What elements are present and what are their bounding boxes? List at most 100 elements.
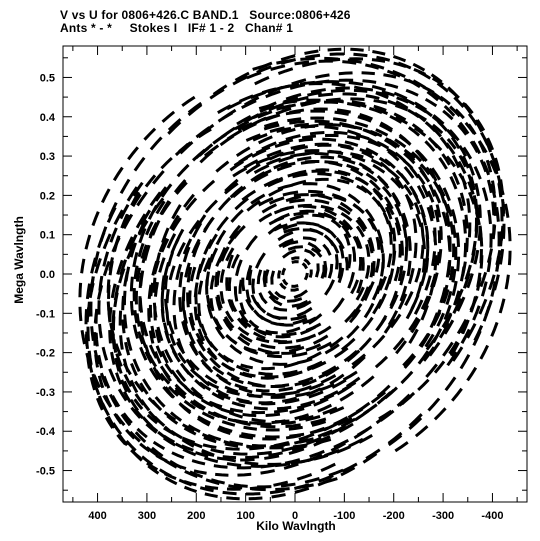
uv-track-dash [474,119,484,133]
uv-track-dash [416,185,426,200]
uv-points-layer [78,47,512,501]
uv-track-dash [185,358,196,372]
uv-track-dash [480,281,488,297]
uv-track-dash [274,383,290,388]
uv-track-dash [205,478,220,486]
uv-track-dash [239,332,253,343]
uv-track-dash [268,216,285,226]
uv-track-dash [476,272,482,288]
uv-track-dash [365,63,380,70]
y-tick-label: 0.2 [40,190,55,202]
uv-track-dash [443,304,452,321]
uv-track-dash [199,123,215,137]
uv-track-dash [107,308,112,323]
uv-track-dash [317,172,332,177]
uv-track-dash [216,216,229,232]
uv-track-dash [110,351,116,365]
uv-track-dash [448,340,459,355]
uv-track-dash [252,63,268,71]
uv-track-dash [346,325,360,339]
uv-track-dash [174,388,187,400]
uv-track-dash [258,212,273,223]
uv-track-dash [183,399,196,410]
uv-track-dash [160,200,172,216]
uv-track-dash [265,157,282,166]
uv-track-dash [301,378,317,387]
uv-track-dash [477,140,488,154]
uv-track-dash [183,426,197,436]
y-axis-label: Mega Wavlngth [12,216,26,304]
uv-track-dash [451,224,457,239]
uv-track-dash [97,231,106,249]
x-tick-label: -400 [481,510,503,522]
uv-track-dash [318,474,334,483]
uv-track-dash [363,302,375,319]
uv-track-dash [449,221,455,235]
uv-track-dash [299,80,315,86]
uv-track-dash [449,341,460,357]
uv-track-dash [238,434,254,440]
uv-track-dash [115,353,123,367]
uv-track-dash [324,448,340,458]
uv-track-dash [342,370,358,382]
uv-track-dash [149,367,160,381]
uv-track-dash [413,242,418,259]
uv-track-dash [187,331,196,345]
uv-track-dash [361,316,374,332]
uv-track-dash [119,259,128,276]
uv-track-dash [400,391,416,406]
x-tick-label: 0 [292,510,298,522]
uv-track-dash [373,99,388,105]
uv-track-dash [433,407,447,421]
uv-track-dash [138,227,147,244]
uv-track-dash [224,178,239,193]
uv-track-dash [267,290,280,301]
uv-track-dash [233,418,248,425]
uv-track-dash [364,208,376,222]
uv-track-dash [164,348,174,363]
uv-track-dash [226,462,242,467]
uv-track-dash [84,334,89,350]
uv-track-dash [203,456,219,464]
uv-track-dash [415,213,423,228]
uv-track-dash [188,219,201,235]
uv-track-dash [308,269,313,278]
uv-track-dash [160,238,170,253]
uv-track-dash [290,314,307,321]
uv-track-dash [178,271,184,288]
uv-track-dash [293,211,309,217]
uv-track-dash [175,181,188,195]
uv-track-dash [168,265,176,281]
uv-track-dash [139,270,145,287]
uv-track-dash [129,276,134,292]
uv-track-dash [257,110,273,119]
uv-track-dash [418,204,426,218]
uv-track-dash [152,440,166,451]
uv-track-dash [296,300,312,310]
uv-track-dash [171,350,181,363]
uv-track-dash [132,181,144,197]
uv-track-dash [178,297,183,313]
uv-track-dash [307,313,323,325]
uv-track-dash [281,396,298,403]
uv-track-dash [406,260,412,277]
uv-track-dash [104,416,114,429]
uv-track-dash [294,413,310,421]
uv-track-dash [375,316,387,332]
uv-track-dash [136,191,148,207]
uv-track-dash [351,246,357,262]
uv-track-dash [269,489,285,495]
uv-track-dash [394,138,407,149]
uv-track-dash [215,472,229,477]
uv-track-dash [186,266,193,283]
uv-track-dash [273,306,288,312]
uv-track-dash [209,298,215,312]
uv-track-dash [481,187,489,202]
uv-track-dash [445,261,451,278]
uv-track-dash [314,263,320,278]
uv-track-dash [215,229,227,246]
uv-track-dash [189,266,197,282]
uv-track-dash [351,355,366,370]
uv-track-dash [384,196,394,210]
uv-track-dash [196,417,211,427]
